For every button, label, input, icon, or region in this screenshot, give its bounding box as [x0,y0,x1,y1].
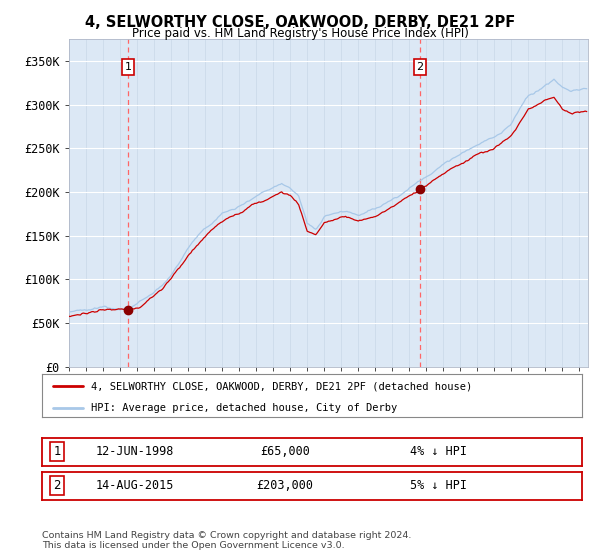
Text: £203,000: £203,000 [257,479,314,492]
Text: Price paid vs. HM Land Registry's House Price Index (HPI): Price paid vs. HM Land Registry's House … [131,27,469,40]
Text: 12-JUN-1998: 12-JUN-1998 [96,445,174,459]
Text: 2: 2 [53,479,61,492]
Text: HPI: Average price, detached house, City of Derby: HPI: Average price, detached house, City… [91,403,397,413]
Text: Contains HM Land Registry data © Crown copyright and database right 2024.
This d: Contains HM Land Registry data © Crown c… [42,531,412,550]
Text: 4% ↓ HPI: 4% ↓ HPI [409,445,467,459]
Text: 5% ↓ HPI: 5% ↓ HPI [409,479,467,492]
Text: 2: 2 [416,62,424,72]
Text: 4, SELWORTHY CLOSE, OAKWOOD, DERBY, DE21 2PF: 4, SELWORTHY CLOSE, OAKWOOD, DERBY, DE21… [85,15,515,30]
Text: 1: 1 [53,445,61,459]
Text: 4, SELWORTHY CLOSE, OAKWOOD, DERBY, DE21 2PF (detached house): 4, SELWORTHY CLOSE, OAKWOOD, DERBY, DE21… [91,381,472,391]
Text: 1: 1 [124,62,131,72]
Text: 14-AUG-2015: 14-AUG-2015 [96,479,174,492]
Text: £65,000: £65,000 [260,445,310,459]
